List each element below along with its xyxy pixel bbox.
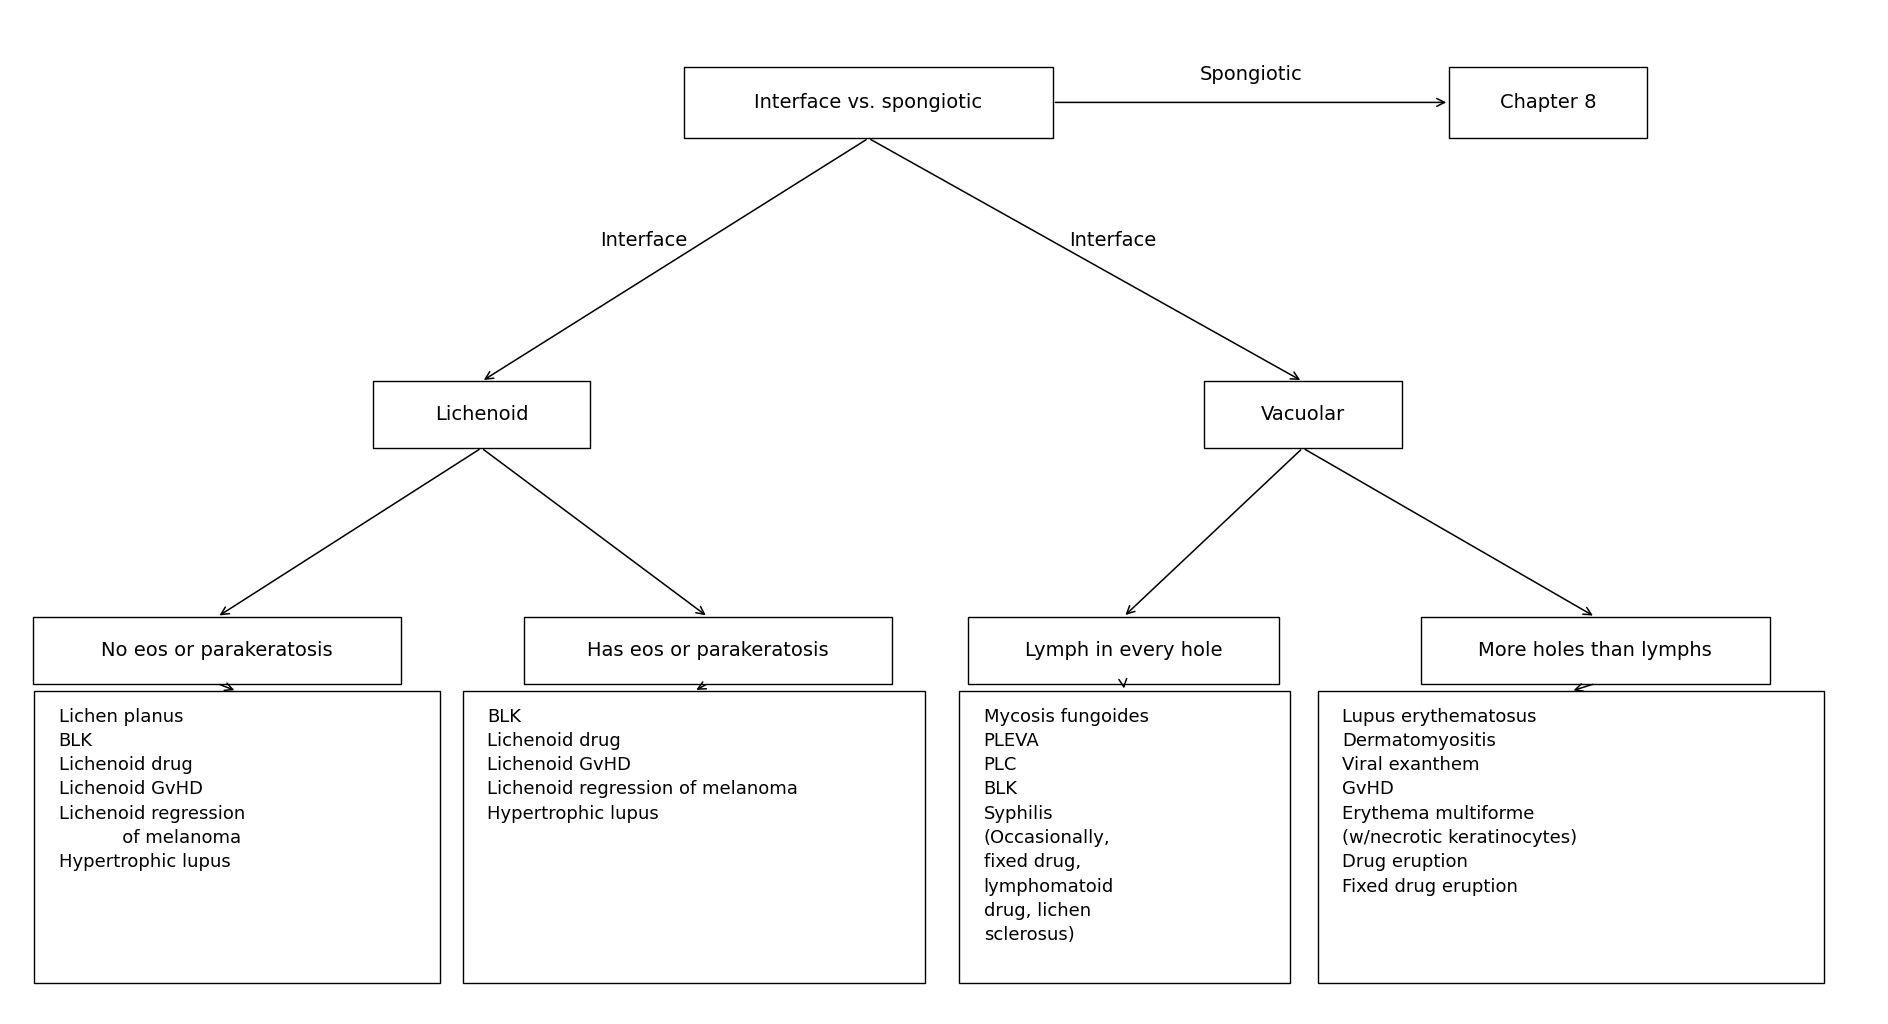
Text: Lichenoid: Lichenoid bbox=[434, 406, 529, 424]
FancyBboxPatch shape bbox=[685, 67, 1054, 138]
Text: Chapter 8: Chapter 8 bbox=[1499, 93, 1597, 112]
FancyBboxPatch shape bbox=[959, 691, 1290, 983]
Text: Lichen planus
BLK
Lichenoid drug
Lichenoid GvHD
Lichenoid regression
           : Lichen planus BLK Lichenoid drug Licheno… bbox=[59, 708, 245, 871]
FancyBboxPatch shape bbox=[374, 382, 589, 449]
FancyBboxPatch shape bbox=[463, 691, 925, 983]
Text: Interface: Interface bbox=[1069, 230, 1157, 250]
FancyBboxPatch shape bbox=[967, 616, 1280, 684]
Text: No eos or parakeratosis: No eos or parakeratosis bbox=[102, 641, 332, 659]
FancyBboxPatch shape bbox=[1318, 691, 1824, 983]
FancyBboxPatch shape bbox=[1450, 67, 1646, 138]
Text: Vacuolar: Vacuolar bbox=[1261, 406, 1344, 424]
Text: BLK
Lichenoid drug
Lichenoid GvHD
Lichenoid regression of melanoma
Hypertrophic : BLK Lichenoid drug Lichenoid GvHD Lichen… bbox=[487, 708, 799, 823]
Text: Lupus erythematosus
Dermatomyositis
Viral exanthem
GvHD
Erythema multiforme
(w/n: Lupus erythematosus Dermatomyositis Vira… bbox=[1342, 708, 1578, 896]
Text: Interface: Interface bbox=[600, 230, 687, 250]
Text: Lymph in every hole: Lymph in every hole bbox=[1025, 641, 1222, 659]
FancyBboxPatch shape bbox=[34, 616, 402, 684]
Text: Spongiotic: Spongiotic bbox=[1199, 65, 1303, 84]
Text: Has eos or parakeratosis: Has eos or parakeratosis bbox=[587, 641, 829, 659]
FancyBboxPatch shape bbox=[523, 616, 891, 684]
FancyBboxPatch shape bbox=[1420, 616, 1771, 684]
FancyBboxPatch shape bbox=[1205, 382, 1401, 449]
Text: Mycosis fungoides
PLEVA
PLC
BLK
Syphilis
(Occasionally,
fixed drug,
lymphomatoid: Mycosis fungoides PLEVA PLC BLK Syphilis… bbox=[984, 708, 1148, 944]
FancyBboxPatch shape bbox=[34, 691, 440, 983]
Text: Interface vs. spongiotic: Interface vs. spongiotic bbox=[755, 93, 982, 112]
Text: More holes than lymphs: More holes than lymphs bbox=[1478, 641, 1712, 659]
